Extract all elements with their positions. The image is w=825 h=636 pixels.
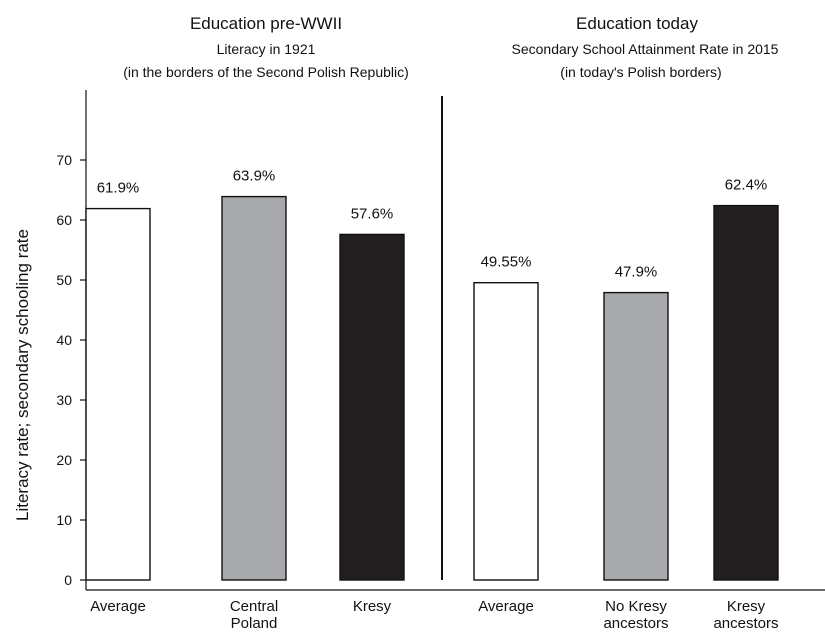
x-category-label: Kresy [353, 598, 392, 615]
panel-title-pre-wwii: Education pre-WWII [190, 14, 342, 33]
panel-subtitle-pre-wwii-line1: Literacy in 1921 [217, 41, 316, 57]
x-category-label: Average [478, 598, 534, 615]
bar [603, 291, 669, 581]
x-category-label: ancestors [603, 615, 668, 632]
bar-data-label: 62.4% [725, 177, 768, 194]
panel-subtitle-today-line1: Secondary School Attainment Rate in 2015 [512, 41, 779, 57]
x-category-label: Average [90, 598, 146, 615]
bar-data-label: 63.9% [233, 168, 276, 185]
panel-title-today: Education today [576, 14, 698, 33]
bar [713, 204, 779, 581]
y-axis-ticks: 0 10 20 30 40 50 60 70 [56, 152, 86, 588]
y-tick-label: 20 [56, 452, 72, 468]
x-category-label: No Kresy [605, 598, 667, 615]
y-tick-label: 30 [56, 392, 72, 408]
panel-subtitle-pre-wwii-line2: (in the borders of the Second Polish Rep… [123, 64, 409, 80]
y-tick-label: 70 [56, 152, 72, 168]
y-tick-label: 40 [56, 332, 72, 348]
x-category-label: Kresy [727, 598, 766, 615]
panel-titles: Education pre-WWII Literacy in 1921 (in … [123, 14, 778, 80]
bar [85, 207, 151, 581]
bar-data-label: 61.9% [97, 180, 140, 197]
bars-layer: 61.9% 63.9% 57.6% 49.55% 47.9% 62.4% [85, 168, 779, 581]
y-tick-label: 50 [56, 272, 72, 288]
x-category-label: Poland [231, 615, 278, 632]
x-category-label: ancestors [713, 615, 778, 632]
bar-data-label: 49.55% [481, 254, 532, 271]
y-tick-label: 60 [56, 212, 72, 228]
y-axis-label: Literacy rate; secondary schooling rate [13, 229, 32, 521]
y-tick-label: 0 [64, 572, 72, 588]
bar-data-label: 47.9% [615, 264, 658, 281]
x-category-label: Central [230, 598, 278, 615]
bar-data-label: 57.6% [351, 205, 394, 222]
bar [339, 233, 405, 581]
bar [221, 195, 287, 581]
y-tick-label: 10 [56, 512, 72, 528]
bar [473, 282, 539, 581]
panel-subtitle-today-line2: (in today's Polish borders) [560, 64, 721, 80]
